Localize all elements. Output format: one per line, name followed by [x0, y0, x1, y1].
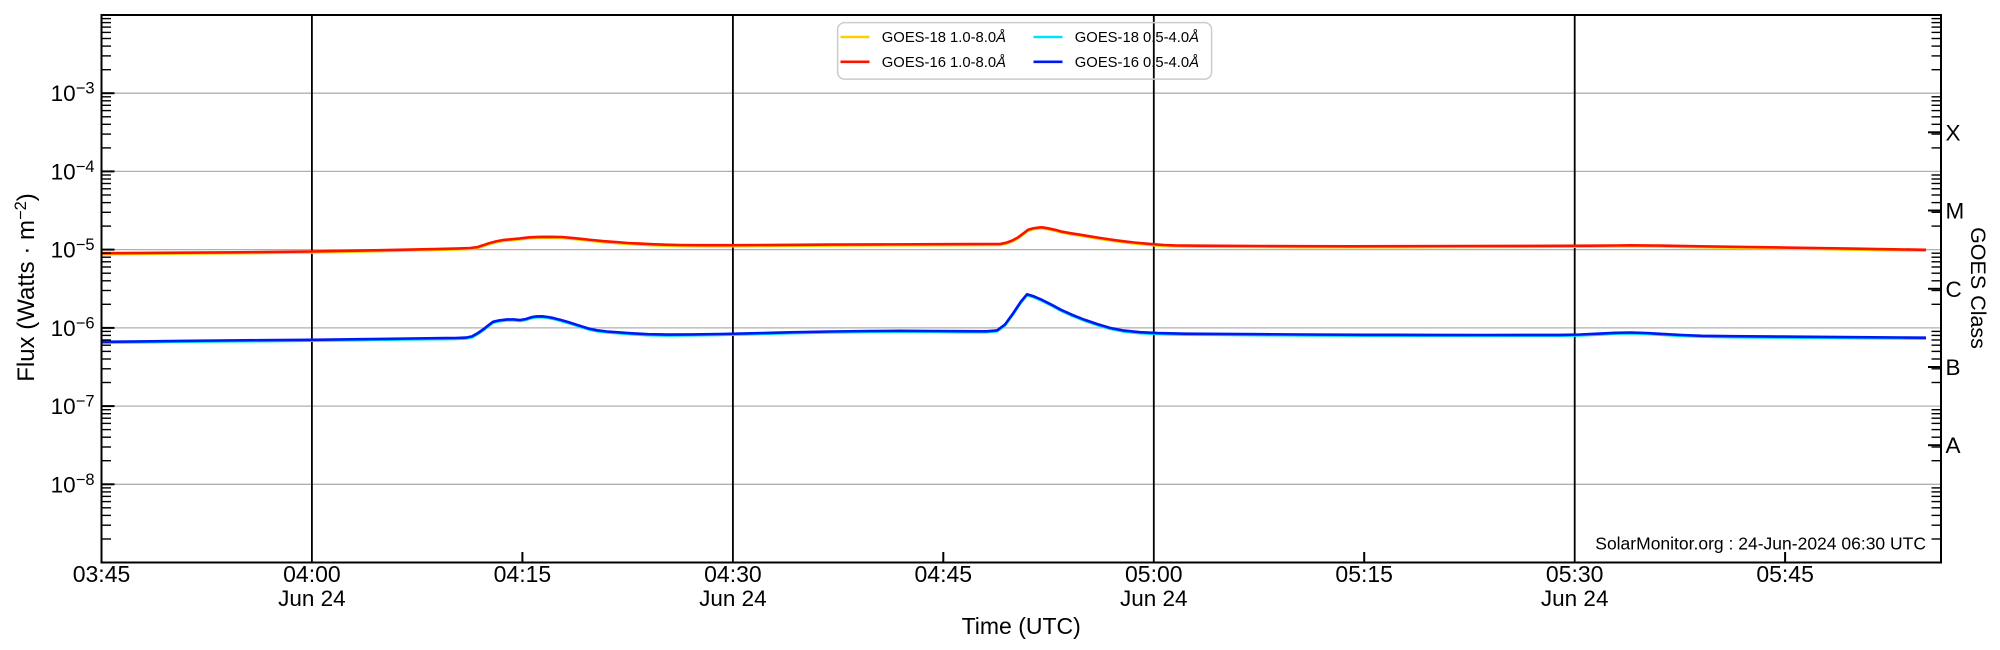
svg-text:05:45: 05:45 — [1756, 561, 1814, 587]
svg-text:A: A — [1946, 433, 1961, 458]
svg-text:GOES-18 1.0-8.0Å: GOES-18 1.0-8.0Å — [882, 29, 1006, 46]
svg-text:M: M — [1946, 199, 1965, 224]
svg-text:10−7: 10−7 — [51, 393, 95, 420]
svg-text:Time (UTC): Time (UTC) — [962, 613, 1081, 639]
svg-text:GOES Class: GOES Class — [1966, 227, 1990, 349]
svg-text:10−5: 10−5 — [51, 236, 95, 263]
svg-text:05:00: 05:00 — [1125, 561, 1183, 587]
svg-text:X: X — [1946, 120, 1961, 145]
svg-text:GOES-18 0.5-4.0Å: GOES-18 0.5-4.0Å — [1075, 29, 1199, 46]
svg-text:04:00: 04:00 — [283, 561, 341, 587]
svg-text:05:15: 05:15 — [1335, 561, 1393, 587]
svg-text:04:45: 04:45 — [915, 561, 973, 587]
svg-text:B: B — [1946, 355, 1961, 380]
svg-text:Jun 24: Jun 24 — [1120, 586, 1188, 611]
svg-text:SolarMonitor.org : 24-Jun-2024: SolarMonitor.org : 24-Jun-2024 06:30 UTC — [1595, 534, 1926, 554]
svg-text:05:30: 05:30 — [1546, 561, 1604, 587]
svg-text:Jun 24: Jun 24 — [278, 586, 346, 611]
svg-text:C: C — [1946, 277, 1962, 302]
svg-text:10−8: 10−8 — [51, 471, 95, 498]
svg-text:10−3: 10−3 — [51, 80, 95, 107]
svg-text:03:45: 03:45 — [73, 561, 131, 587]
svg-text:Jun 24: Jun 24 — [699, 586, 767, 611]
svg-text:10−6: 10−6 — [51, 314, 95, 341]
svg-text:10−4: 10−4 — [51, 158, 95, 185]
svg-text:04:15: 04:15 — [494, 561, 552, 587]
svg-text:Flux (Watts · m−2): Flux (Watts · m−2) — [12, 193, 40, 382]
svg-text:Jun 24: Jun 24 — [1541, 586, 1609, 611]
svg-text:GOES-16 0.5-4.0Å: GOES-16 0.5-4.0Å — [1075, 54, 1199, 71]
svg-text:04:30: 04:30 — [704, 561, 762, 587]
svg-text:GOES-16 1.0-8.0Å: GOES-16 1.0-8.0Å — [882, 54, 1006, 71]
